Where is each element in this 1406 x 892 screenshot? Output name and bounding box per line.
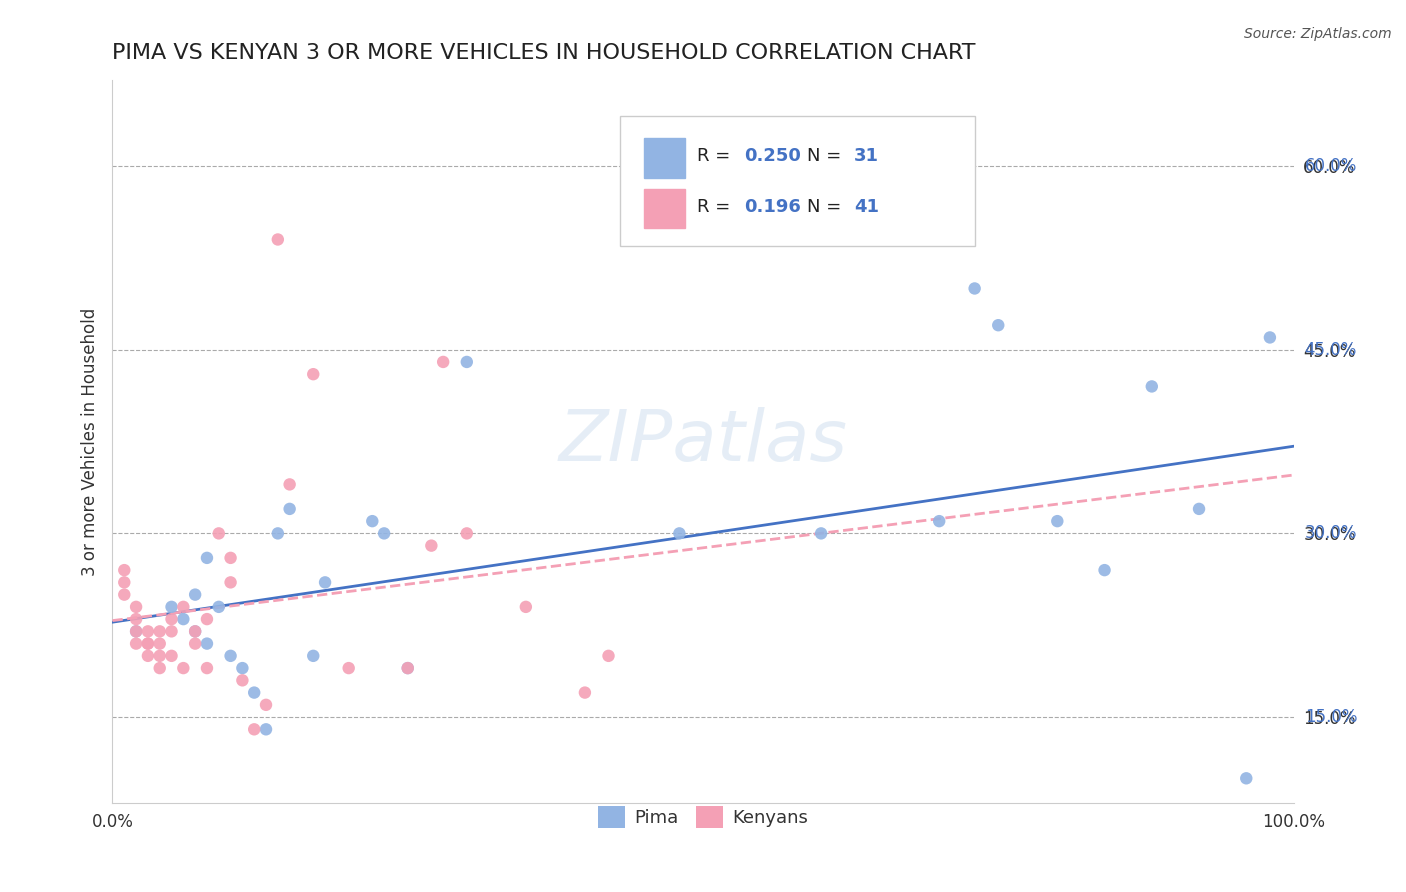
Point bbox=[1258, 330, 1281, 344]
Text: 60.0%: 60.0% bbox=[1305, 157, 1357, 175]
Point bbox=[337, 661, 360, 675]
Point bbox=[456, 526, 478, 541]
Point bbox=[208, 526, 231, 541]
Point bbox=[160, 612, 183, 626]
Point bbox=[208, 599, 231, 614]
Point bbox=[231, 661, 253, 675]
Point bbox=[160, 648, 183, 663]
Point bbox=[302, 367, 325, 381]
Text: PIMA VS KENYAN 3 OR MORE VEHICLES IN HOUSEHOLD CORRELATION CHART: PIMA VS KENYAN 3 OR MORE VEHICLES IN HOU… bbox=[112, 44, 976, 63]
Point bbox=[195, 661, 218, 675]
Point bbox=[149, 661, 172, 675]
Text: 41: 41 bbox=[855, 198, 879, 217]
Point bbox=[254, 723, 277, 737]
Point bbox=[396, 661, 419, 675]
Point bbox=[149, 637, 172, 651]
Text: ZIPatlas: ZIPatlas bbox=[558, 407, 848, 476]
Point bbox=[314, 575, 336, 590]
Point bbox=[574, 685, 596, 699]
Text: 15.0%: 15.0% bbox=[1305, 708, 1357, 726]
Point bbox=[172, 599, 194, 614]
Point bbox=[515, 599, 537, 614]
Text: R =: R = bbox=[697, 198, 737, 217]
Point bbox=[195, 637, 218, 651]
Point bbox=[160, 624, 183, 639]
Point bbox=[112, 575, 135, 590]
Point bbox=[1188, 502, 1211, 516]
Bar bbox=[644, 138, 685, 178]
Point bbox=[112, 588, 135, 602]
Point bbox=[136, 624, 159, 639]
Text: 31: 31 bbox=[855, 147, 879, 165]
Text: N =: N = bbox=[807, 198, 846, 217]
Point bbox=[125, 637, 148, 651]
Y-axis label: 3 or more Vehicles in Household: 3 or more Vehicles in Household bbox=[80, 308, 98, 575]
Point bbox=[125, 624, 148, 639]
Point bbox=[278, 477, 301, 491]
Point bbox=[125, 612, 148, 626]
Point bbox=[267, 526, 290, 541]
Point bbox=[231, 673, 253, 688]
Point bbox=[396, 661, 419, 675]
Point bbox=[184, 624, 207, 639]
Point bbox=[963, 281, 986, 295]
Point bbox=[184, 624, 207, 639]
Point bbox=[1094, 563, 1116, 577]
Point bbox=[184, 588, 207, 602]
Point bbox=[432, 355, 454, 369]
Point bbox=[219, 648, 242, 663]
FancyBboxPatch shape bbox=[620, 117, 974, 246]
Point bbox=[1140, 379, 1163, 393]
Text: R =: R = bbox=[697, 147, 737, 165]
Point bbox=[420, 539, 443, 553]
Point bbox=[254, 698, 277, 712]
Point bbox=[195, 612, 218, 626]
Text: 0.250: 0.250 bbox=[744, 147, 801, 165]
Point bbox=[149, 648, 172, 663]
Point bbox=[160, 599, 183, 614]
Text: Source: ZipAtlas.com: Source: ZipAtlas.com bbox=[1244, 27, 1392, 41]
Point bbox=[195, 550, 218, 565]
Point bbox=[668, 526, 690, 541]
Point bbox=[302, 648, 325, 663]
Point bbox=[172, 661, 194, 675]
Point bbox=[149, 624, 172, 639]
Bar bbox=[644, 188, 685, 228]
Point bbox=[373, 526, 395, 541]
Point bbox=[456, 355, 478, 369]
Point bbox=[987, 318, 1010, 333]
Point bbox=[125, 624, 148, 639]
Point bbox=[184, 637, 207, 651]
Point bbox=[361, 514, 384, 528]
Point bbox=[136, 637, 159, 651]
Text: 30.0%: 30.0% bbox=[1305, 524, 1357, 542]
Text: 0.196: 0.196 bbox=[744, 198, 801, 217]
Text: 45.0%: 45.0% bbox=[1305, 341, 1357, 359]
Text: N =: N = bbox=[807, 147, 846, 165]
Point bbox=[1234, 772, 1257, 786]
Point bbox=[1046, 514, 1069, 528]
Point bbox=[928, 514, 950, 528]
Legend: Pima, Kenyans: Pima, Kenyans bbox=[589, 797, 817, 837]
Point bbox=[810, 526, 832, 541]
Point bbox=[172, 612, 194, 626]
Point bbox=[112, 563, 135, 577]
Point bbox=[278, 502, 301, 516]
Point bbox=[598, 648, 620, 663]
Point bbox=[243, 685, 266, 699]
Point bbox=[136, 648, 159, 663]
Point bbox=[219, 550, 242, 565]
Point bbox=[243, 723, 266, 737]
Point bbox=[267, 232, 290, 246]
Point bbox=[219, 575, 242, 590]
Point bbox=[136, 637, 159, 651]
Point bbox=[125, 599, 148, 614]
